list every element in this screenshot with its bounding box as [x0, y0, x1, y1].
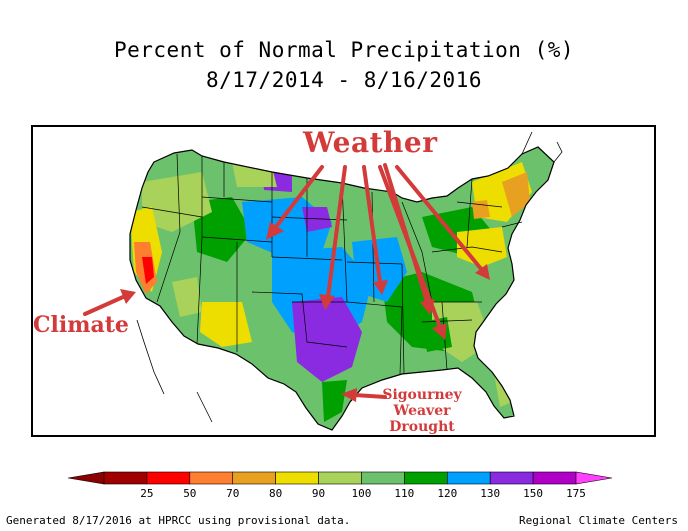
state-boundaries — [141, 153, 523, 375]
weather-annotation: Weather — [303, 126, 438, 159]
legend-tick-label: 90 — [312, 487, 325, 500]
coastline-details — [136, 131, 563, 423]
legend-swatch — [446, 471, 491, 485]
date-range: 8/17/2014 - 8/16/2016 — [205, 68, 482, 92]
generation-note: Generated 8/17/2016 at HPRCC using provi… — [6, 514, 351, 527]
climate-annotation: Climate — [33, 312, 129, 338]
drought-line-2: Weaver — [393, 403, 451, 419]
legend-swatch — [103, 471, 148, 485]
legend-tick-label: 50 — [183, 487, 196, 500]
legend-high-arrow — [575, 471, 613, 485]
legend-tick-label: 120 — [437, 487, 457, 500]
legend-tick-label: 130 — [480, 487, 500, 500]
legend-tick-label: 110 — [394, 487, 414, 500]
legend-swatch — [361, 471, 405, 485]
legend-swatch — [532, 471, 577, 485]
annotation-arrows — [83, 163, 490, 402]
legend-tick-label: 175 — [566, 487, 586, 500]
legend-tick-label: 100 — [352, 487, 372, 500]
precipitation-map — [83, 131, 563, 431]
precipitation-shading — [130, 147, 554, 430]
legend-swatch — [275, 471, 319, 485]
legend-low-arrow — [67, 471, 105, 485]
drought-annotation: Sigourney Weaver Drought — [376, 387, 468, 435]
drought-line-3: Drought — [389, 419, 455, 435]
legend-tick-label: 80 — [269, 487, 282, 500]
drought-line-1: Sigourney — [382, 387, 462, 403]
source-credit: Regional Climate Centers — [519, 514, 678, 527]
legend-tick-label: 150 — [523, 487, 543, 500]
legend-tick-label: 70 — [226, 487, 239, 500]
color-legend: 25 50 70 80 90 100 110 120 130 150 175 — [67, 471, 613, 500]
legend-tick-label: 25 — [140, 487, 153, 500]
us-outline — [129, 146, 555, 431]
legend-swatch — [318, 471, 362, 485]
legend-swatch — [232, 471, 276, 485]
legend-swatch — [404, 471, 448, 485]
map-frame — [31, 125, 656, 437]
legend-swatch — [146, 471, 191, 485]
legend-swatch — [489, 471, 534, 485]
legend-swatch — [189, 471, 234, 485]
map-title: Percent of Normal Precipitation (%) — [113, 38, 574, 62]
